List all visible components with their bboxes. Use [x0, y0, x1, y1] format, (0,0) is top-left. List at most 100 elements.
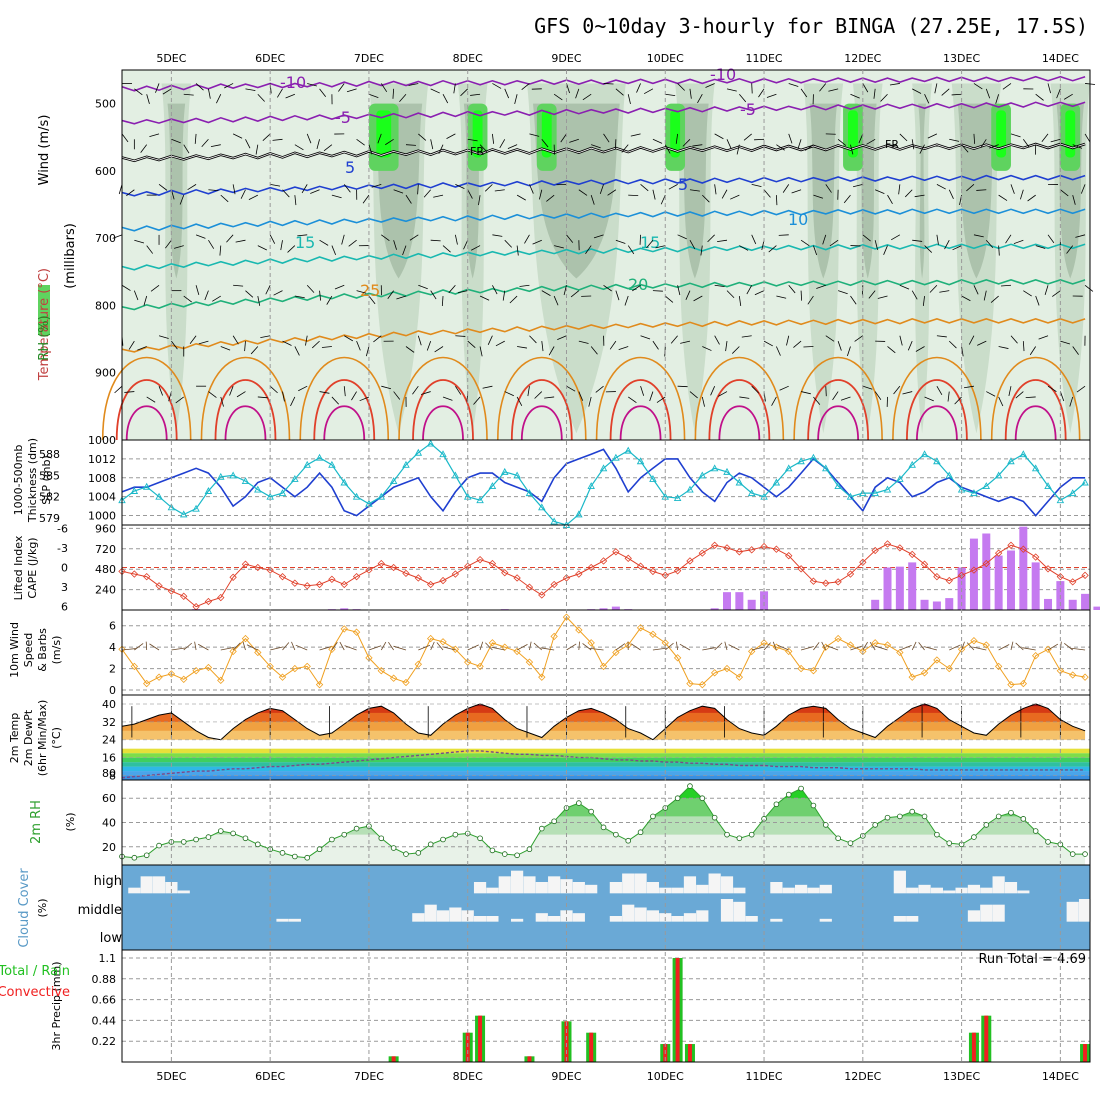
- wind10-barb: [516, 644, 528, 651]
- wind-barb: [208, 88, 211, 99]
- wind-barb: [143, 295, 148, 306]
- wind-barb: [441, 296, 444, 307]
- wind10-marker: [340, 625, 348, 633]
- label-temp2m-c: (6hr Min/Max): [36, 700, 49, 777]
- wind-barb: [1050, 138, 1061, 143]
- wind10-barb: [1071, 647, 1086, 651]
- wind10-barb: [665, 642, 674, 651]
- cloud-cell: [794, 884, 808, 894]
- rh-area-layer: [558, 786, 1019, 817]
- thickness-marker: [1068, 489, 1077, 497]
- wind-barb: [557, 335, 567, 341]
- wind-barb: [986, 391, 996, 397]
- dewpoint-line: [121, 750, 1086, 779]
- temp-contour-line: [121, 279, 1086, 311]
- lifted-marker: [1069, 578, 1077, 586]
- wind-barb: [417, 184, 419, 195]
- lifted-marker: [204, 597, 213, 606]
- wind10-marker: [464, 658, 472, 666]
- wind-barb: [614, 139, 617, 150]
- cloud-cell: [622, 904, 635, 922]
- wind-barb: [655, 245, 666, 249]
- rh2m-marker: [588, 808, 594, 815]
- lifted-marker: [217, 593, 225, 602]
- wind-barb: [754, 290, 765, 296]
- temp-contour-line: [121, 243, 1086, 271]
- thickness-marker: [476, 496, 484, 504]
- temp-contour-25-loop: [694, 356, 785, 441]
- wind-barb: [418, 133, 427, 141]
- lifted-marker: [624, 554, 632, 563]
- wind-barb: [208, 239, 215, 249]
- rh-saturated-region: [376, 110, 392, 158]
- wind-barb: [675, 133, 679, 144]
- pressure-tick: 1000: [88, 434, 116, 447]
- rh2m-marker: [909, 808, 916, 815]
- wind-barb: [351, 391, 357, 401]
- wind-barb: [1063, 93, 1073, 100]
- lifted-marker: [748, 546, 756, 554]
- cloud-cell: [1004, 882, 1018, 894]
- precip-conv-bar: [564, 1021, 569, 1062]
- wind-barb: [862, 234, 871, 242]
- wind-barb: [947, 391, 950, 402]
- wind-barb: [1000, 284, 1012, 287]
- wind10-barb: [1047, 643, 1059, 651]
- wind-barb: [968, 335, 975, 345]
- rh-key-bar: [38, 285, 50, 335]
- precip-tick: 0.88: [92, 973, 117, 986]
- wind10-barb: [630, 643, 641, 651]
- wind-barb: [854, 335, 864, 342]
- wind-barb: [998, 396, 1004, 407]
- wind10-barb: [772, 641, 777, 651]
- rh2m-marker: [143, 852, 150, 859]
- wind-barb: [399, 93, 407, 103]
- thickness-marker: [624, 446, 632, 454]
- wind10-barb: [149, 643, 160, 651]
- wind10-marker: [488, 639, 497, 647]
- wind-barb: [331, 396, 340, 405]
- cloud-cell: [572, 913, 585, 922]
- precip-tick: 0.44: [92, 1014, 117, 1027]
- wind-barb: [430, 290, 437, 300]
- lifted-marker: [365, 566, 373, 574]
- rh2m-marker: [329, 836, 335, 843]
- wind-barb: [725, 341, 728, 352]
- wind-barb: [1072, 195, 1076, 205]
- wind-barb: [1072, 144, 1083, 149]
- cloud-cell: [498, 876, 511, 894]
- thickness-marker: [525, 489, 534, 497]
- wind-barb: [194, 133, 197, 144]
- rh2m-marker: [1008, 809, 1014, 816]
- thickness-marker: [192, 504, 200, 512]
- thickness-marker: [994, 471, 1003, 479]
- wind-barb: [660, 194, 666, 205]
- label-precip: 3hr Precip (mm): [50, 961, 63, 1050]
- thickness-marker: [315, 453, 324, 461]
- wind-barb: [1041, 133, 1049, 143]
- wind10-marker: [760, 639, 768, 647]
- wind-barb: [1060, 340, 1071, 345]
- wind-barb: [467, 189, 473, 199]
- thickness-marker: [575, 510, 583, 518]
- lifted-marker: [402, 569, 410, 578]
- wind-barb: [837, 138, 847, 146]
- rh2m-marker: [131, 854, 138, 861]
- wind-barb: [786, 335, 790, 346]
- wind-barb: [689, 88, 692, 99]
- wind10-marker: [797, 664, 805, 673]
- temp-contour-line: [121, 101, 1086, 125]
- wind-barb: [554, 245, 564, 249]
- top-date-label: 6DEC: [255, 52, 285, 65]
- cloud-cell: [992, 876, 1005, 894]
- wind-barb: [1023, 290, 1032, 297]
- cloud-cell: [696, 910, 709, 922]
- wind-barb: [776, 295, 787, 299]
- wind-barb: [877, 295, 888, 299]
- lifted-marker: [673, 567, 682, 575]
- cape-tick: 960: [95, 522, 116, 535]
- wind-barb: [819, 83, 827, 92]
- wind-barb: [998, 194, 1008, 201]
- label-temp2m-b: 2m DewPt: [22, 709, 35, 766]
- wind-barb: [751, 83, 753, 94]
